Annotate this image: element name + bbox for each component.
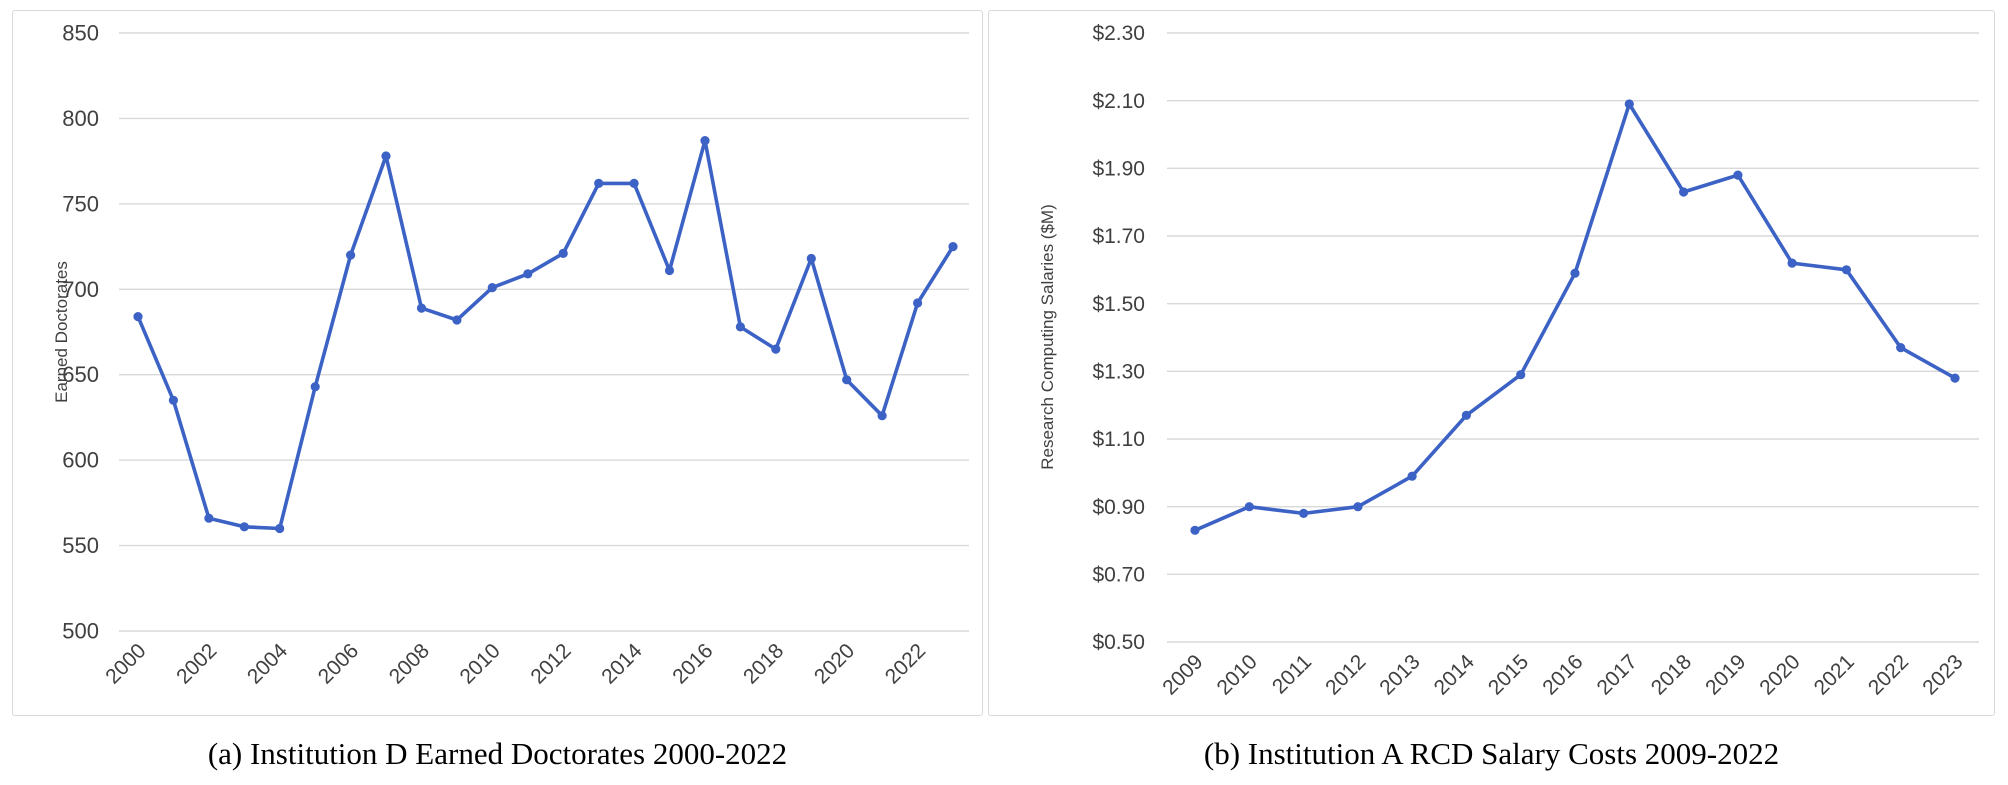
x-tick-label: 2016 xyxy=(1538,650,1587,699)
x-tick-label: 2020 xyxy=(810,639,859,688)
y-tick-label: $0.90 xyxy=(1092,496,1145,519)
data-point xyxy=(1353,502,1363,512)
data-point xyxy=(735,322,746,332)
data-point xyxy=(239,522,249,532)
series-line xyxy=(136,138,955,531)
caption-a: (a) Institution D Earned Doctorates 2000… xyxy=(207,736,788,771)
y-tick-label: 600 xyxy=(62,448,99,473)
y-tick-label: $1.10 xyxy=(1092,428,1145,451)
y-tick-label: $0.50 xyxy=(1092,631,1145,654)
y-tick-label: $0.70 xyxy=(1092,564,1145,587)
data-point xyxy=(487,283,497,293)
y-axis-title: Earned Doctorates xyxy=(52,261,71,403)
data-point xyxy=(1461,410,1471,420)
x-tick-label: 2000 xyxy=(101,639,150,688)
data-point xyxy=(700,136,710,146)
data-point xyxy=(452,315,462,325)
data-point xyxy=(1841,265,1851,275)
y-tick-label: $2.30 xyxy=(1092,22,1145,45)
x-tick-label: 2010 xyxy=(1213,650,1262,699)
data-point xyxy=(842,375,852,385)
y-tick-label: $2.10 xyxy=(1092,90,1145,113)
x-tick-label: 2016 xyxy=(668,639,717,688)
x-tick-label: 2022 xyxy=(881,639,930,688)
x-tick-label: 2022 xyxy=(1864,650,1913,699)
data-point xyxy=(664,265,675,276)
data-point xyxy=(1950,373,1960,383)
y-tick-label: $1.70 xyxy=(1092,225,1145,248)
x-tick-label: 2018 xyxy=(739,639,788,688)
data-point xyxy=(168,395,178,405)
data-point xyxy=(1407,471,1417,481)
x-tick-label: 2017 xyxy=(1593,650,1642,699)
x-tick-label: 2010 xyxy=(456,639,505,688)
y-tick-label: 650 xyxy=(62,362,99,387)
y-tick-label: 700 xyxy=(62,277,99,302)
data-point xyxy=(1624,99,1634,109)
x-tick-label: 2021 xyxy=(1810,650,1859,699)
data-point xyxy=(877,411,887,421)
caption-b: (b) Institution A RCD Salary Costs 2009-… xyxy=(1203,736,1780,771)
x-tick-label: 2006 xyxy=(314,639,363,688)
data-point xyxy=(133,312,143,322)
x-tick-label: 2020 xyxy=(1755,650,1804,699)
data-point xyxy=(346,250,356,260)
x-tick-label: 2004 xyxy=(243,639,293,689)
data-point xyxy=(381,151,391,161)
data-point xyxy=(310,382,320,392)
y-tick-label: 850 xyxy=(62,21,99,46)
x-tick-label: 2014 xyxy=(1430,650,1480,700)
x-tick-label: 2012 xyxy=(1321,650,1370,699)
data-point xyxy=(1787,258,1797,268)
x-tick-label: 2014 xyxy=(597,639,647,689)
x-tick-label: 2008 xyxy=(385,639,434,688)
data-point xyxy=(1733,170,1743,180)
data-point xyxy=(1516,370,1526,380)
y-axis-title: Research Computing Salaries ($M) xyxy=(1038,204,1057,470)
data-point xyxy=(275,523,285,534)
data-point xyxy=(1679,187,1689,197)
data-point xyxy=(806,253,816,264)
data-point xyxy=(1299,508,1309,518)
data-point xyxy=(594,178,604,188)
data-point xyxy=(1244,502,1254,512)
y-tick-label: 550 xyxy=(62,533,99,558)
x-tick-label: 2023 xyxy=(1918,650,1967,699)
data-point xyxy=(1570,268,1580,278)
x-tick-label: 2013 xyxy=(1375,650,1424,699)
chart-panel-b: $0.50 $0.70 $0.90 $1.10 $1.30 $1.50 $1.70 $1.90… xyxy=(988,10,1995,716)
x-tick-label: 2018 xyxy=(1647,650,1696,699)
line-chart-a: 500 550 600 650 700 750 800 850 2000 2002 2004 2006… xyxy=(52,21,969,689)
x-tick-label: 2019 xyxy=(1701,650,1750,699)
data-point xyxy=(523,269,533,279)
line-chart-b: $0.50 $0.70 $0.90 $1.10 $1.30 $1.50 $1.70 $1.90… xyxy=(1038,22,1979,700)
data-point xyxy=(1190,525,1200,535)
figure-a: 500 550 600 650 700 750 800 850 2000 2002 2004 2006… xyxy=(12,10,983,772)
data-point xyxy=(558,248,568,258)
data-point xyxy=(204,513,214,523)
y-tick-label: 500 xyxy=(62,619,99,644)
y-tick-label: 750 xyxy=(62,191,99,216)
x-tick-label: 2011 xyxy=(1268,650,1316,698)
figure-b: $0.50 $0.70 $0.90 $1.10 $1.30 $1.50 $1.70 $1.90… xyxy=(988,10,1995,772)
x-tick-label: 2002 xyxy=(172,639,221,688)
data-point xyxy=(771,344,781,354)
y-tick-label: $1.30 xyxy=(1092,361,1145,384)
x-tick-label: 2009 xyxy=(1158,650,1207,699)
data-point xyxy=(948,242,958,252)
y-tick-label: 800 xyxy=(62,106,99,131)
x-tick-label: 2012 xyxy=(526,639,575,688)
data-point xyxy=(1896,343,1906,353)
data-point xyxy=(629,178,639,188)
y-tick-label: $1.90 xyxy=(1092,158,1145,181)
y-tick-label: $1.50 xyxy=(1092,293,1145,316)
chart-panel-a: 500 550 600 650 700 750 800 850 2000 2002 2004 2006… xyxy=(12,10,983,716)
data-point xyxy=(416,303,427,313)
x-tick-label: 2015 xyxy=(1484,650,1533,699)
data-point xyxy=(913,298,923,308)
